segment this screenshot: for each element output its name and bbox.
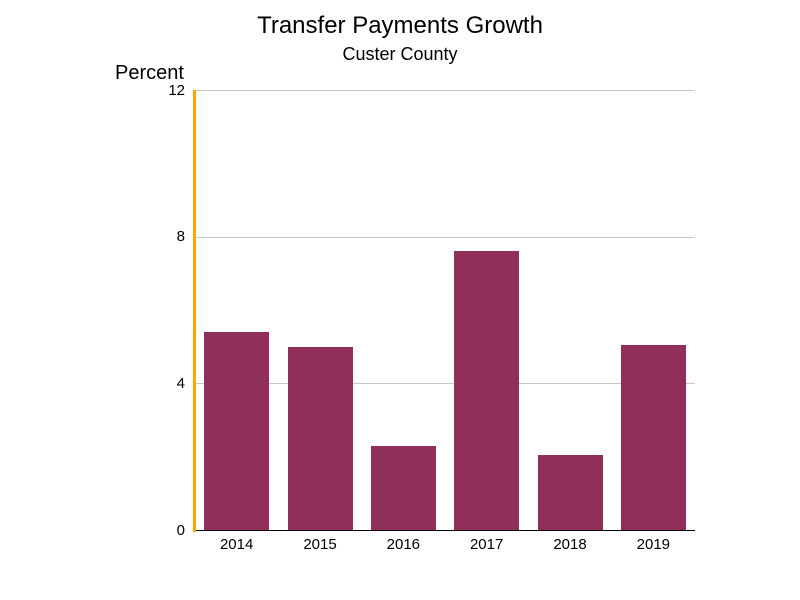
- plot-area: [195, 90, 695, 530]
- x-tick-label: 2015: [290, 536, 350, 553]
- x-tick-label: 2016: [373, 536, 433, 553]
- x-axis-line: [195, 530, 695, 531]
- x-tick-label: 2019: [623, 536, 683, 553]
- bar: [371, 446, 436, 530]
- bar: [454, 251, 519, 530]
- chart-container: Transfer Payments Growth Custer County P…: [0, 0, 800, 600]
- bar: [621, 345, 686, 530]
- grid-line: [195, 237, 695, 238]
- x-tick-label: 2017: [457, 536, 517, 553]
- x-tick-label: 2018: [540, 536, 600, 553]
- y-tick-label: 8: [155, 228, 185, 245]
- y-tick-label: 4: [155, 375, 185, 392]
- x-tick-label: 2014: [207, 536, 267, 553]
- bar: [204, 332, 269, 530]
- bar: [538, 455, 603, 530]
- y-tick-label: 12: [155, 82, 185, 99]
- grid-line: [195, 90, 695, 91]
- y-axis-line: [193, 90, 196, 532]
- y-tick-label: 0: [155, 522, 185, 539]
- bar: [288, 347, 353, 530]
- chart-title: Transfer Payments Growth: [0, 12, 800, 40]
